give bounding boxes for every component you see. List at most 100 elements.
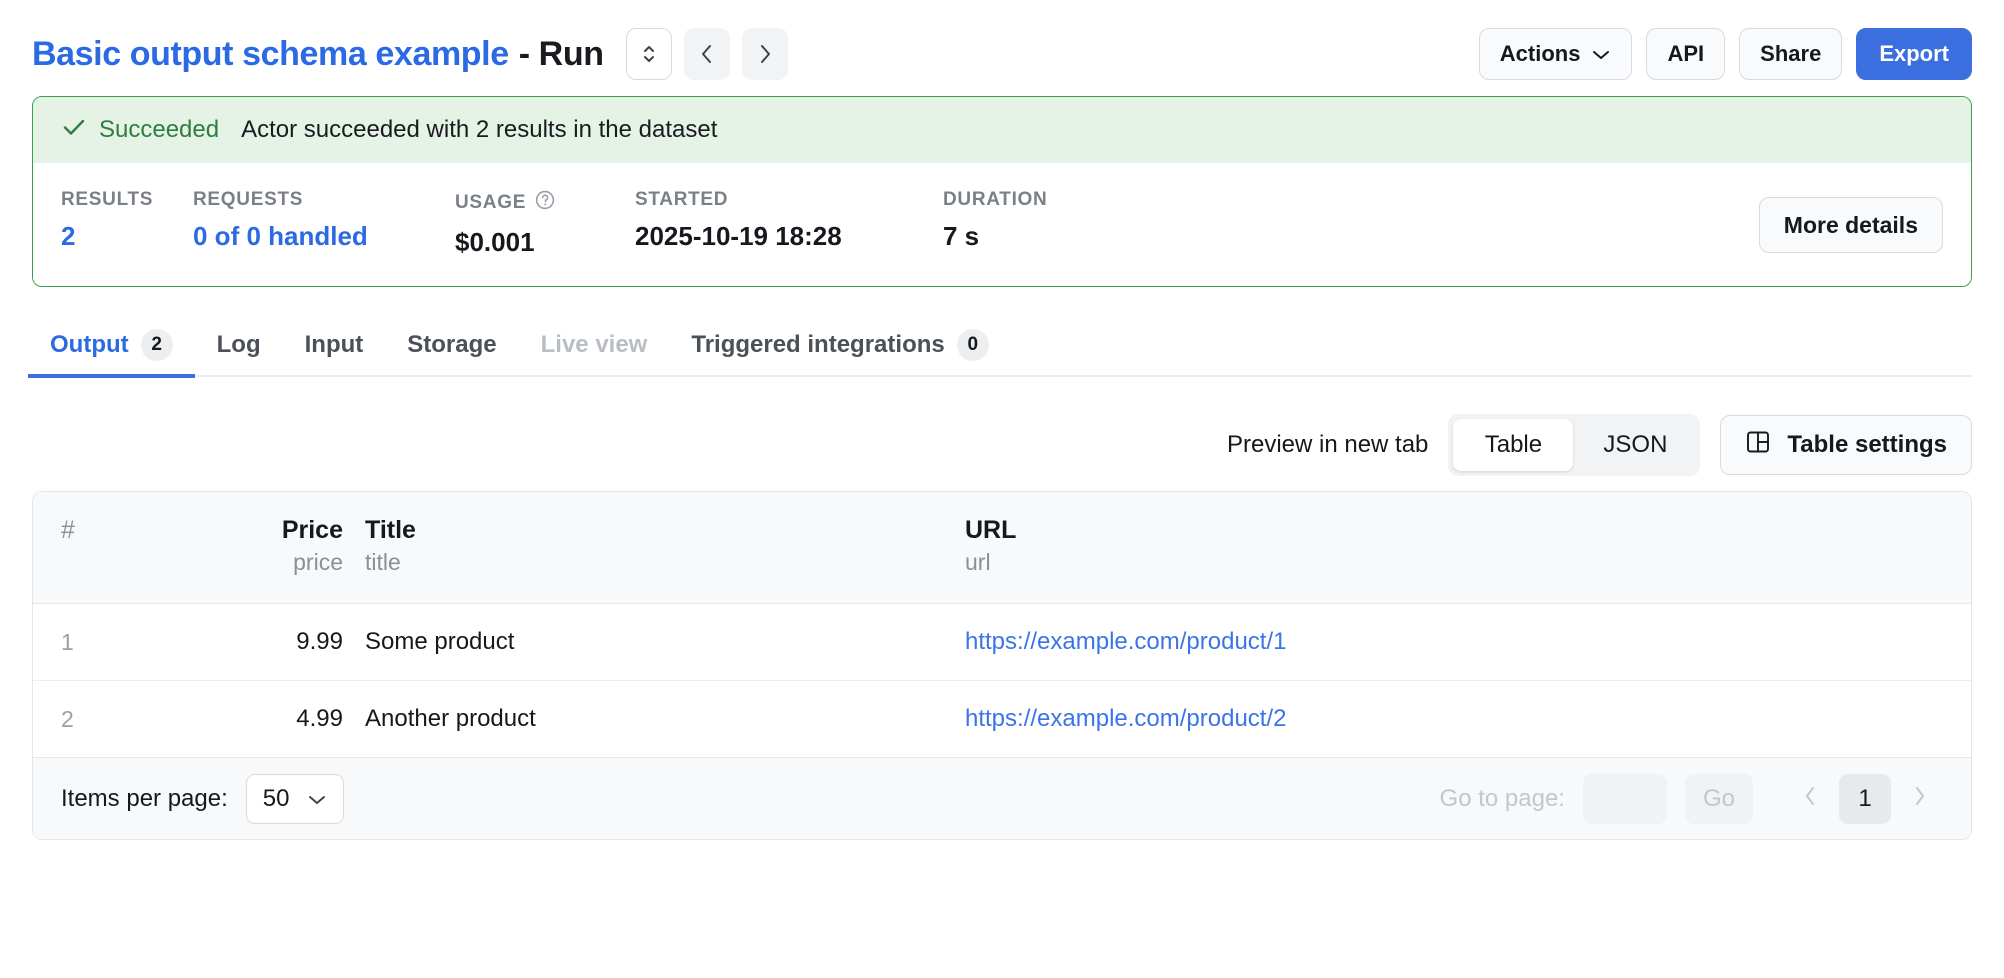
items-per-page-select[interactable]: 50 — [245, 773, 345, 824]
go-button[interactable]: Go — [1684, 773, 1753, 824]
tab-triggered-integrations[interactable]: Triggered integrations 0 — [669, 316, 1010, 378]
stat-started-value: 2025-10-19 18:28 — [635, 221, 842, 251]
tab-output-badge: 2 — [140, 329, 173, 361]
run-nav-buttons — [625, 28, 788, 80]
stat-usage-value: $0.001 — [455, 227, 535, 257]
check-icon — [61, 114, 87, 147]
chevron-left-icon — [698, 41, 716, 67]
go-to-page-input[interactable] — [1582, 773, 1667, 824]
chevron-down-icon — [1591, 41, 1611, 67]
cell-url: https://example.com/product/1 — [943, 603, 1971, 682]
stat-requests: REQUESTS 0 of 0 handled — [193, 189, 455, 252]
status-banner: Succeeded Actor succeeded with 2 results… — [33, 97, 1971, 163]
table-head: # Price price Title title URL url — [33, 492, 1971, 605]
run-stats-row: RESULTS 2 REQUESTS 0 of 0 handled USAGE — [33, 163, 1971, 286]
column-header-index-name: # — [61, 516, 75, 544]
previous-run-button[interactable] — [683, 28, 730, 80]
table-settings-button[interactable]: Table settings — [1720, 415, 1972, 475]
table-body: 1 9.99 Some product https://example.com/… — [33, 603, 1971, 758]
column-header-title-key: title — [365, 549, 401, 575]
actions-button[interactable]: Actions — [1478, 28, 1633, 80]
column-header-index: # — [33, 492, 233, 605]
status-badge: Succeeded — [61, 114, 219, 147]
tab-input[interactable]: Input — [304, 331, 364, 358]
stat-results-value[interactable]: 2 — [61, 221, 76, 251]
status-text: Succeeded — [99, 116, 220, 143]
stat-results: RESULTS 2 — [61, 189, 193, 252]
items-per-page-value: 50 — [262, 784, 290, 812]
go-to-page-label: Go to page: — [1439, 784, 1565, 812]
column-header-price[interactable]: Price price — [233, 492, 343, 605]
stat-requests-value[interactable]: 0 of 0 handled — [193, 221, 368, 251]
stat-started-label: STARTED — [635, 189, 729, 210]
output-toolbar: Preview in new tab Table JSON Table sett… — [32, 409, 1972, 481]
tab-triggered-integrations-badge: 0 — [956, 329, 989, 361]
tab-storage[interactable]: Storage — [407, 331, 497, 358]
cell-index: 2 — [61, 705, 74, 732]
column-header-price-key: price — [293, 549, 343, 575]
stat-usage-label-text: USAGE — [455, 192, 527, 213]
stat-requests-label: REQUESTS — [193, 189, 304, 210]
run-tabs: Output 2 Log Input Storage Live view Tri… — [28, 313, 1972, 378]
chevron-down-icon — [307, 785, 327, 813]
stat-results-label: RESULTS — [61, 189, 154, 210]
stat-started: STARTED 2025-10-19 18:28 — [635, 189, 943, 252]
table-layout-icon — [1745, 429, 1771, 462]
column-header-url[interactable]: URL url — [943, 492, 1971, 605]
tab-output-label: Output — [50, 331, 129, 358]
actor-title-link[interactable]: Basic output schema example — [32, 34, 509, 73]
question-circle-icon[interactable] — [534, 189, 556, 217]
cell-title: Some product — [343, 603, 943, 682]
tab-live-view: Live view — [540, 331, 648, 358]
export-button[interactable]: Export — [1856, 28, 1972, 80]
view-mode-json[interactable]: JSON — [1603, 431, 1668, 458]
view-mode-switch: Table JSON — [1448, 414, 1701, 476]
row-url-link[interactable]: https://example.com/product/1 — [965, 628, 1287, 656]
stat-usage: USAGE $0.001 — [455, 189, 635, 258]
pagination-next-button[interactable] — [1897, 774, 1943, 824]
api-button[interactable]: API — [1646, 28, 1726, 80]
run-selector-button[interactable] — [625, 28, 672, 80]
table-row: 1 9.99 Some product https://example.com/… — [33, 603, 1971, 682]
cell-title: Another product — [365, 705, 536, 733]
cell-price: 4.99 — [296, 705, 343, 733]
stat-usage-label: USAGE — [455, 189, 635, 217]
cell-price: 9.99 — [233, 603, 343, 682]
table-pagination-footer: Items per page: 50 Go to page: Go — [33, 757, 1971, 840]
pagination-previous-button[interactable] — [1787, 774, 1833, 824]
stat-duration-value: 7 s — [943, 221, 980, 251]
table-settings-label: Table settings — [1787, 431, 1947, 458]
cell-index: 1 — [33, 603, 233, 682]
tab-log[interactable]: Log — [216, 331, 261, 358]
column-header-url-key: url — [965, 549, 991, 575]
page-title-suffix: - Run — [518, 34, 604, 73]
tab-output[interactable]: Output 2 — [28, 316, 195, 378]
view-mode-table[interactable]: Table — [1453, 419, 1574, 471]
share-button[interactable]: Share — [1739, 28, 1843, 80]
more-details-button[interactable]: More details — [1758, 197, 1943, 253]
header-actions: Actions API Share Export — [1478, 28, 1972, 80]
next-run-button[interactable] — [741, 28, 788, 80]
chevron-left-icon — [1802, 784, 1818, 813]
chevron-right-icon — [756, 41, 774, 67]
actions-button-label: Actions — [1499, 41, 1581, 66]
preview-in-new-tab-link[interactable]: Preview in new tab — [1226, 431, 1429, 458]
tab-triggered-integrations-label: Triggered integrations — [691, 331, 945, 358]
status-message: Actor succeeded with 2 results in the da… — [241, 116, 718, 143]
pagination-page-1[interactable]: 1 — [1839, 773, 1891, 824]
pagination-controls: 1 — [1787, 773, 1943, 824]
page-header: Basic output schema example - Run — [32, 0, 1972, 90]
row-url-link[interactable]: https://example.com/product/2 — [965, 705, 1287, 733]
stat-duration-label: DURATION — [943, 189, 1048, 210]
column-header-url-name: URL — [965, 516, 1017, 544]
column-header-price-name: Price — [281, 516, 343, 544]
column-header-title[interactable]: Title title — [343, 492, 943, 605]
stat-duration: DURATION 7 s — [943, 189, 1143, 252]
column-header-title-name: Title — [365, 516, 416, 544]
table-header-row: # Price price Title title URL url — [33, 492, 1971, 605]
page-title: Basic output schema example - Run — [32, 35, 604, 74]
cell-url: https://example.com/product/2 — [943, 681, 1971, 758]
run-status-card: Succeeded Actor succeeded with 2 results… — [32, 96, 1972, 287]
dataset-table: # Price price Title title URL url — [33, 492, 1971, 757]
